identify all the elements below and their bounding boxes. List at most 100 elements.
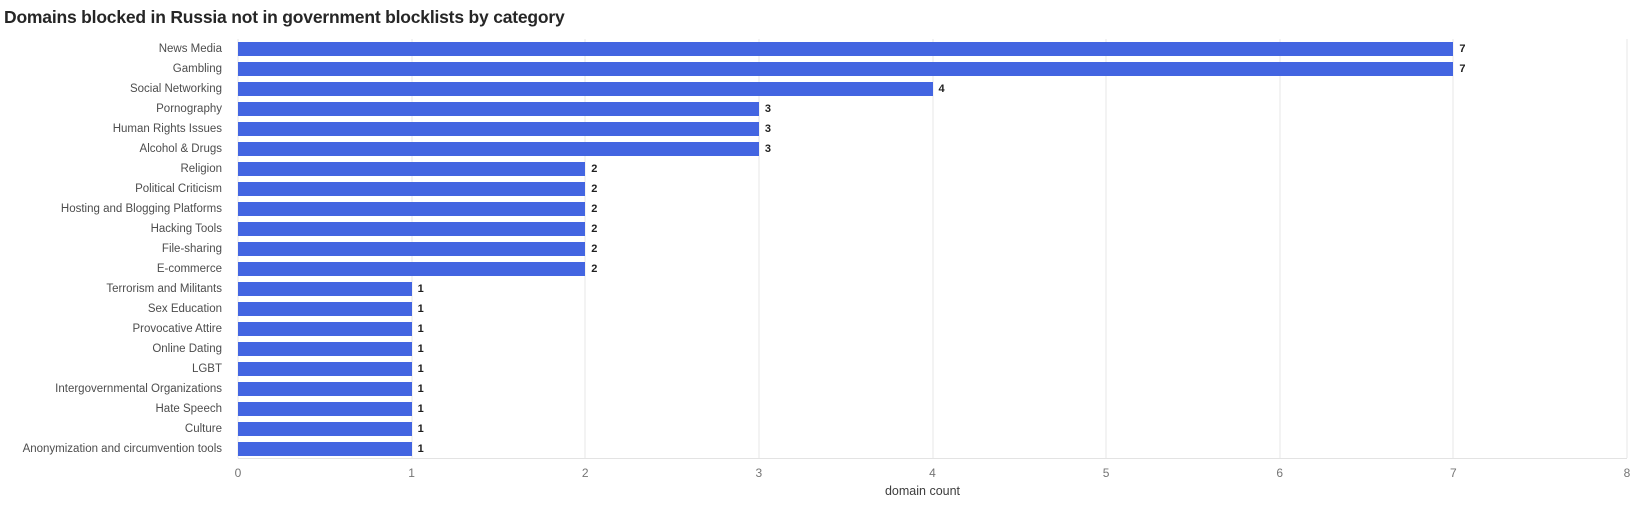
gridline bbox=[1279, 39, 1281, 458]
x-axis-title: domain count bbox=[884, 484, 961, 498]
bar bbox=[238, 362, 412, 376]
category-label: Human Rights Issues bbox=[112, 123, 222, 135]
category-label: E-commerce bbox=[156, 263, 222, 275]
category-label: File-sharing bbox=[161, 243, 222, 255]
bar-row: 2 bbox=[238, 159, 1627, 179]
category-label: Hosting and Blogging Platforms bbox=[60, 203, 222, 215]
bar-row: 7 bbox=[238, 39, 1627, 59]
category-label: Pornography bbox=[156, 103, 222, 115]
bars: 7 7 4 3 3 3 2 2 2 2 2 2 1 1 1 1 1 1 1 1 1 bbox=[238, 39, 1627, 459]
category-label: Gambling bbox=[172, 63, 222, 75]
bar-row: 4 bbox=[238, 79, 1627, 99]
x-axis-title-row: domain count bbox=[238, 484, 1627, 498]
bar-value-label: 3 bbox=[764, 123, 771, 135]
bar bbox=[238, 122, 759, 136]
gridline bbox=[1626, 39, 1628, 458]
category-axis: News Media Gambling Social Networking Porno… bbox=[0, 39, 238, 498]
bar bbox=[238, 302, 412, 316]
bar-value-label: 3 bbox=[764, 143, 771, 155]
gridline bbox=[932, 39, 933, 458]
chart-container: Domains blocked in Russia not in governm… bbox=[0, 7, 1636, 510]
bar-row: 2 bbox=[238, 259, 1627, 279]
x-tick-label: 1 bbox=[408, 466, 415, 480]
bar bbox=[238, 42, 1454, 56]
bar bbox=[238, 242, 586, 256]
bar-row: 3 bbox=[238, 99, 1627, 119]
category-label: Hate Speech bbox=[155, 403, 223, 415]
bar-row: 7 bbox=[238, 59, 1627, 79]
x-axis-ticks: 0 1 2 3 4 5 6 7 8 bbox=[234, 459, 1631, 483]
bar-value-label: 1 bbox=[417, 443, 424, 455]
category-label: Social Networking bbox=[129, 83, 222, 95]
bar-value-label: 1 bbox=[417, 383, 424, 395]
bar-value-label: 2 bbox=[591, 243, 598, 255]
bar bbox=[238, 162, 586, 176]
bar-row: 1 bbox=[238, 379, 1627, 399]
bar-row: 1 bbox=[238, 319, 1627, 339]
category-label: Sex Education bbox=[147, 303, 222, 315]
x-tick-label: 8 bbox=[1623, 466, 1631, 480]
bar-row: 2 bbox=[238, 219, 1627, 239]
gridline bbox=[1452, 39, 1454, 458]
bar-value-label: 1 bbox=[417, 423, 424, 435]
category-label: LGBT bbox=[191, 363, 222, 375]
category-label: Political Criticism bbox=[135, 183, 222, 195]
bar-value-label: 1 bbox=[417, 303, 424, 315]
bar-value-label: 2 bbox=[591, 183, 598, 195]
bar bbox=[238, 82, 933, 96]
bar-row: 2 bbox=[238, 199, 1627, 219]
gridline bbox=[584, 39, 586, 458]
bar bbox=[238, 402, 412, 416]
bar bbox=[238, 322, 412, 336]
bar-row: 3 bbox=[238, 119, 1627, 139]
bar bbox=[238, 422, 412, 436]
x-tick-label: 3 bbox=[755, 466, 763, 480]
chart-title: Domains blocked in Russia not in governm… bbox=[4, 7, 565, 27]
bar-value-label: 1 bbox=[417, 363, 424, 375]
bar-value-label: 1 bbox=[417, 343, 424, 355]
gridline bbox=[758, 39, 760, 458]
category-label: Religion bbox=[180, 163, 222, 175]
bar-value-label: 7 bbox=[1459, 43, 1466, 55]
bar bbox=[238, 102, 759, 116]
x-tick-label: 7 bbox=[1450, 466, 1457, 480]
plot-area: 7 7 4 3 3 3 2 2 2 2 2 2 1 1 1 1 1 1 1 1 1 bbox=[237, 39, 1628, 459]
category-label: Intergovernmental Organizations bbox=[55, 383, 222, 395]
bar-row: 3 bbox=[238, 139, 1627, 159]
bar-row: 1 bbox=[238, 439, 1627, 459]
bar bbox=[238, 182, 586, 196]
bar-value-label: 4 bbox=[938, 83, 945, 95]
bar-row: 1 bbox=[238, 399, 1627, 419]
bar bbox=[238, 342, 412, 356]
x-tick-label: 4 bbox=[929, 466, 936, 480]
category-label: Hacking Tools bbox=[150, 223, 222, 235]
bar-row: 2 bbox=[238, 179, 1627, 199]
bar bbox=[238, 202, 586, 216]
x-tick-label: 2 bbox=[581, 466, 589, 480]
sort-lines-icon[interactable] bbox=[967, 487, 980, 496]
bar bbox=[238, 382, 412, 396]
bar-row: 1 bbox=[238, 339, 1627, 359]
category-label: News Media bbox=[158, 43, 222, 55]
bar bbox=[238, 62, 1454, 76]
category-label: Terrorism and Militants bbox=[106, 283, 222, 295]
x-tick-label: 0 bbox=[234, 466, 242, 480]
bar-value-label: 1 bbox=[417, 403, 424, 415]
bar bbox=[238, 282, 412, 296]
bar bbox=[238, 262, 586, 276]
gridline bbox=[1105, 39, 1107, 458]
bar-row: 1 bbox=[238, 299, 1627, 319]
bar-value-label: 2 bbox=[591, 203, 598, 215]
bar-row: 1 bbox=[238, 359, 1627, 379]
category-label: Anonymization and circumvention tools bbox=[22, 443, 222, 455]
bar bbox=[238, 222, 586, 236]
category-label: Provocative Attire bbox=[132, 323, 222, 335]
category-label: Alcohol & Drugs bbox=[139, 143, 222, 155]
bar-chart: News Media Gambling Social Networking Porno… bbox=[0, 39, 1636, 498]
category-label: Online Dating bbox=[152, 343, 222, 355]
bar-value-label: 2 bbox=[591, 223, 598, 235]
bar-value-label: 1 bbox=[417, 323, 424, 335]
bar bbox=[238, 442, 412, 456]
category-label: Culture bbox=[184, 423, 222, 435]
x-tick-label: 5 bbox=[1102, 466, 1110, 480]
